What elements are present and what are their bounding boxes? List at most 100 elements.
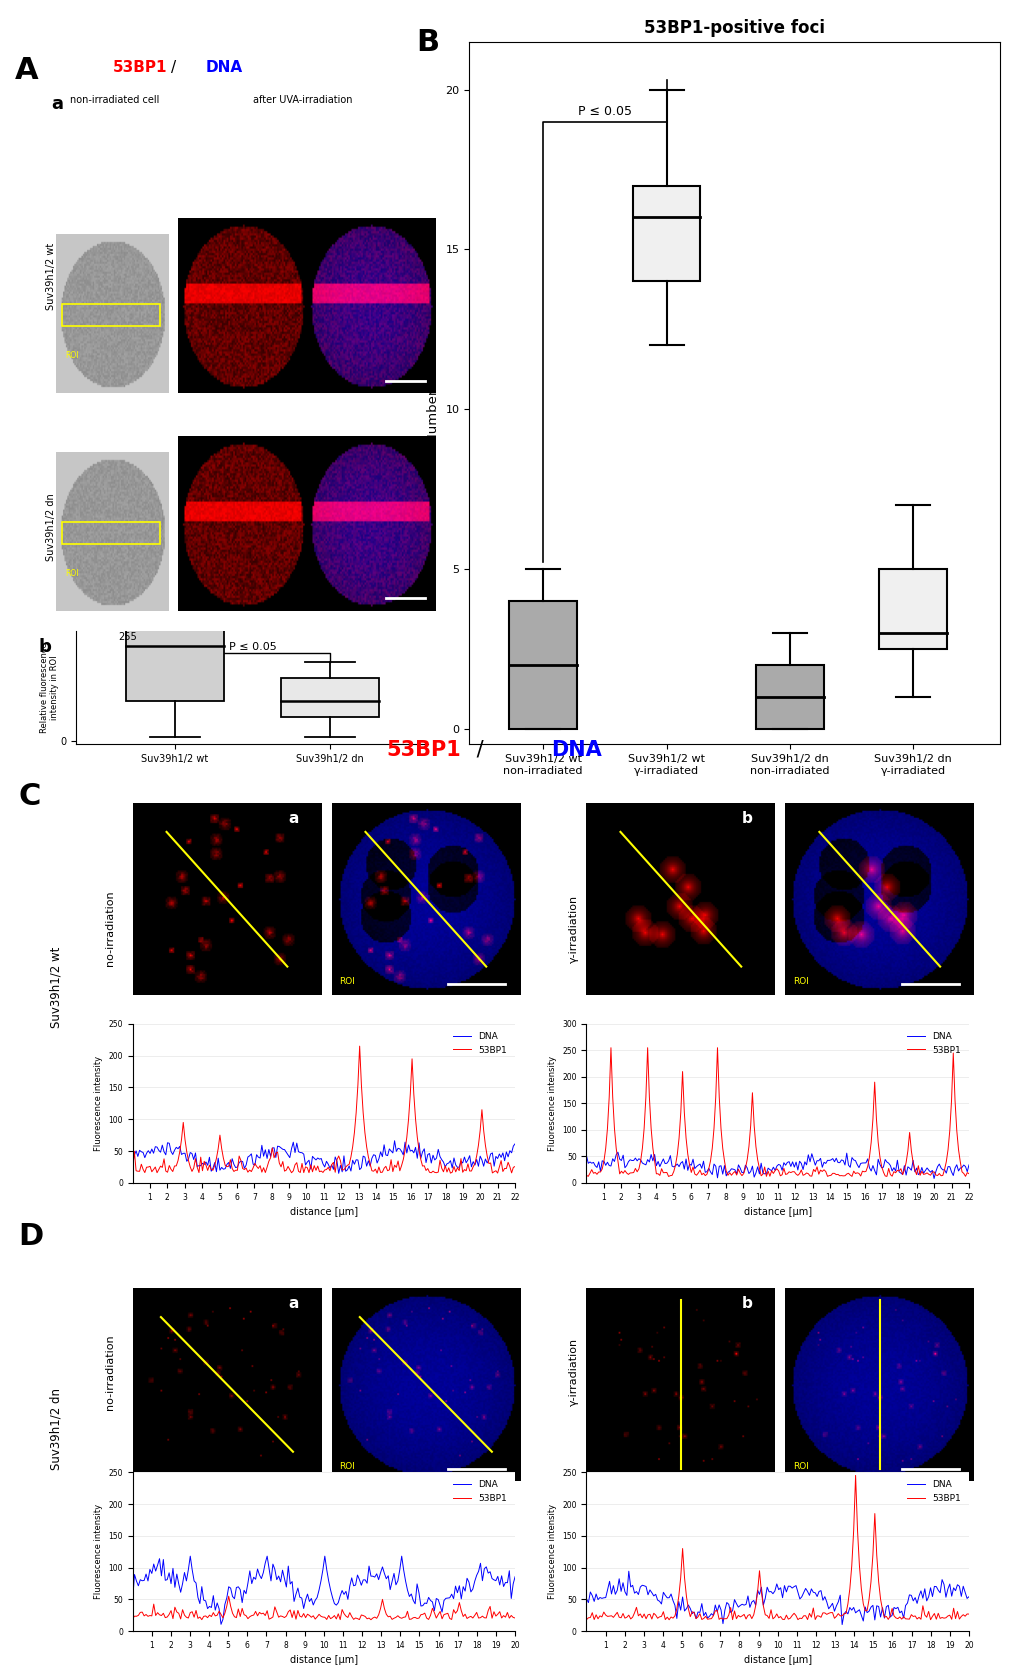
Bar [280, 678, 379, 718]
53BP1 [580, 1609, 592, 1630]
Legend: DNA, 53BP1: DNA, 53BP1 [449, 1477, 511, 1506]
DNA [653, 1591, 665, 1611]
53BP1 [933, 1608, 946, 1628]
DNA [927, 1168, 940, 1188]
53BP1 [365, 1609, 377, 1630]
53BP1 [918, 1164, 930, 1184]
Text: DNA: DNA [550, 739, 601, 760]
Text: ROI: ROI [792, 977, 808, 985]
Y-axis label: Fluorescence intensity: Fluorescence intensity [94, 1056, 103, 1151]
Text: ROI: ROI [338, 1462, 355, 1471]
DNA [330, 1151, 342, 1171]
53BP1 [126, 1159, 139, 1179]
Text: Suv39h1/2 wt: Suv39h1/2 wt [50, 947, 62, 1027]
DNA [126, 1154, 139, 1174]
53BP1 [947, 1598, 959, 1618]
53BP1 [465, 1161, 477, 1181]
Text: P ≤ 0.05: P ≤ 0.05 [578, 105, 631, 119]
Text: 53BP1: 53BP1 [386, 739, 461, 760]
Line: 53BP1: 53BP1 [586, 1476, 968, 1619]
DNA [493, 1574, 505, 1594]
DNA [611, 1143, 624, 1163]
53BP1 [788, 1161, 800, 1181]
Text: P ≤ 0.05: P ≤ 0.05 [228, 642, 276, 652]
DNA [923, 1163, 935, 1183]
Bar [508, 601, 577, 728]
53BP1 [472, 1136, 484, 1156]
53BP1 [962, 1164, 974, 1184]
Line: DNA: DNA [132, 1556, 515, 1624]
DNA [933, 1583, 946, 1603]
Text: no-irradiation: no-irradiation [105, 890, 114, 967]
DNA [836, 1614, 848, 1635]
Line: DNA: DNA [586, 1153, 968, 1178]
DNA [184, 1546, 197, 1566]
Line: 53BP1: 53BP1 [586, 1047, 968, 1176]
DNA [693, 1154, 705, 1174]
Y-axis label: Fluorescence intensity: Fluorescence intensity [94, 1504, 103, 1599]
Text: C: C [18, 783, 41, 811]
Text: ROI: ROI [65, 351, 78, 360]
Text: DNA: DNA [206, 60, 243, 75]
Legend: DNA, 53BP1: DNA, 53BP1 [903, 1029, 964, 1057]
Text: /: / [470, 739, 490, 760]
Text: b: b [741, 811, 752, 826]
Bar [755, 664, 823, 728]
53BP1 [231, 1161, 244, 1181]
Text: a: a [288, 811, 299, 826]
DNA [684, 1598, 696, 1618]
53BP1 [371, 1163, 383, 1183]
DNA [465, 1156, 477, 1176]
Line: DNA: DNA [132, 1141, 515, 1173]
Bar [632, 186, 700, 281]
Y-axis label: Number of foci: Number of foci [426, 343, 439, 443]
DNA [200, 1591, 212, 1611]
DNA [388, 1131, 400, 1151]
Text: ROI: ROI [338, 977, 355, 985]
Line: DNA: DNA [586, 1571, 968, 1624]
Text: A: A [15, 57, 39, 85]
53BP1 [604, 1037, 616, 1057]
Text: b: b [39, 637, 51, 656]
53BP1 [452, 1161, 465, 1181]
DNA [508, 1566, 521, 1586]
X-axis label: distance [μm]: distance [μm] [289, 1208, 358, 1216]
DNA [603, 1571, 615, 1591]
Text: a: a [51, 95, 63, 112]
Text: Suv39h1/2 dn: Suv39h1/2 dn [50, 1387, 62, 1471]
Text: no-irradiation: no-irradiation [105, 1333, 114, 1410]
DNA [580, 1146, 592, 1166]
DNA [232, 1576, 245, 1596]
53BP1 [688, 1164, 700, 1184]
53BP1 [150, 1606, 162, 1626]
DNA [332, 1163, 344, 1183]
X-axis label: distance [μm]: distance [μm] [743, 1656, 811, 1665]
53BP1 [230, 1608, 243, 1628]
Text: 255: 255 [118, 632, 138, 642]
53BP1 [222, 1586, 234, 1606]
DNA [126, 1589, 139, 1609]
DNA [150, 1561, 162, 1581]
Text: γ-irradiation: γ-irradiation [569, 1338, 578, 1405]
DNA [962, 1586, 974, 1606]
Bar [125, 599, 224, 701]
53BP1 [126, 1609, 139, 1630]
Y-axis label: Relative fluorescence
intensity in ROI: Relative fluorescence intensity in ROI [40, 642, 59, 733]
DNA [231, 1158, 244, 1178]
53BP1 [238, 1159, 251, 1179]
53BP1 [142, 1606, 154, 1626]
Text: after UVA-irradiation: after UVA-irradiation [253, 95, 352, 105]
Text: non-irradiated cell: non-irradiated cell [70, 95, 160, 105]
53BP1 [849, 1466, 861, 1486]
Y-axis label: Fluorescence intensity: Fluorescence intensity [547, 1056, 556, 1151]
DNA [142, 1571, 154, 1591]
X-axis label: distance [μm]: distance [μm] [289, 1656, 358, 1665]
53BP1 [508, 1156, 521, 1176]
Title: 53BP1-positive foci: 53BP1-positive foci [643, 20, 824, 37]
53BP1 [580, 1166, 592, 1186]
Text: B: B [416, 28, 439, 57]
DNA [786, 1151, 798, 1171]
53BP1 [906, 1153, 918, 1173]
X-axis label: distance [μm]: distance [μm] [743, 1208, 811, 1216]
53BP1 [330, 1149, 342, 1169]
